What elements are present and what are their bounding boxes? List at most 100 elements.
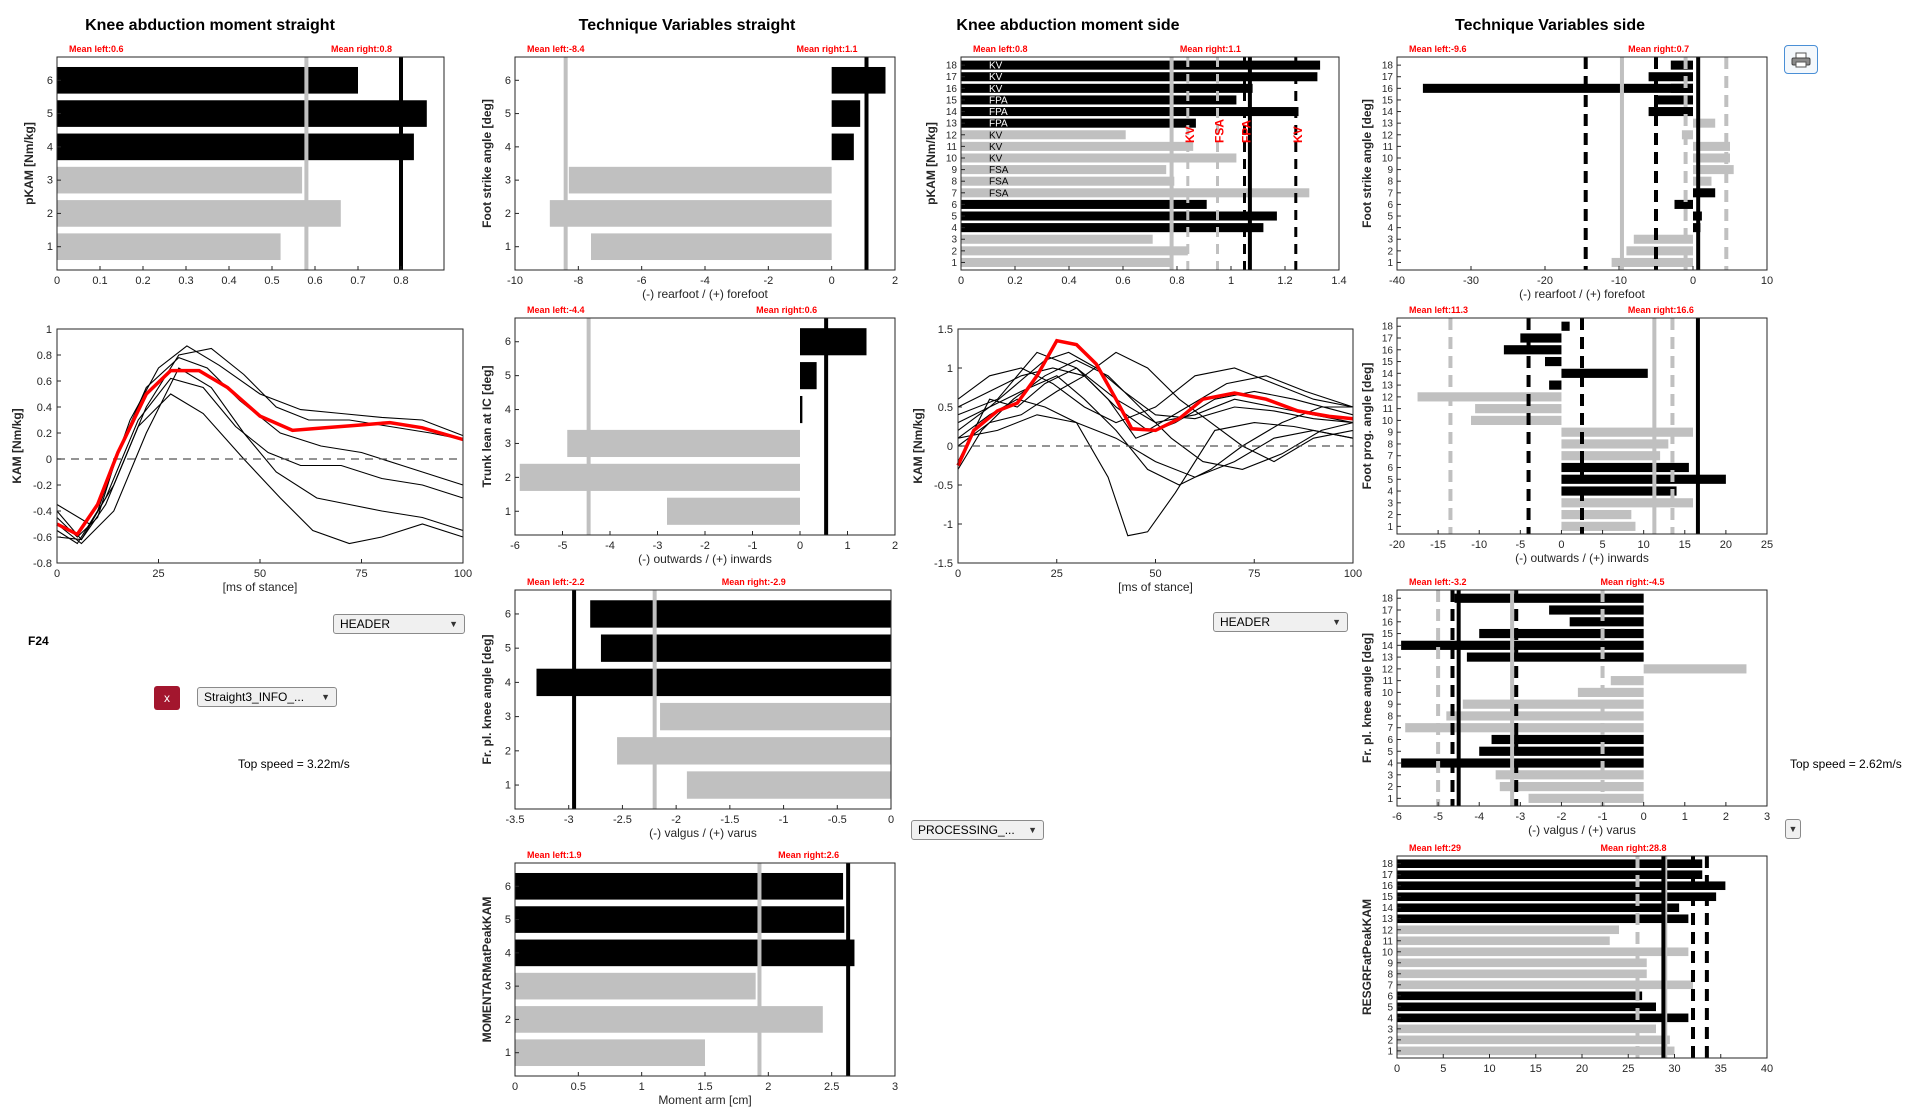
ytick-label-4: 4 bbox=[47, 141, 53, 153]
printer-icon[interactable] bbox=[1784, 45, 1818, 74]
ytick-label-0.5: 0.5 bbox=[938, 402, 953, 414]
xtick-label-1: 1 bbox=[844, 540, 850, 552]
xaxis-title: (-) valgus / (+) varus bbox=[1528, 823, 1636, 837]
bar-7 bbox=[1405, 723, 1644, 733]
bar-5 bbox=[800, 362, 817, 390]
xtick-label-35: 35 bbox=[1715, 1063, 1727, 1075]
xtick-label-0: 0 bbox=[829, 275, 835, 287]
ytick-label-17: 17 bbox=[1382, 870, 1394, 881]
yaxis-title: pKAM [Nm/kg] bbox=[924, 122, 938, 205]
plot-frame bbox=[960, 56, 1340, 271]
xtick-label-1: 1 bbox=[639, 1081, 645, 1093]
yaxis-title: Fr. pl. knee angle [deg] bbox=[480, 634, 494, 764]
mean-label-1: Mean right:28.8 bbox=[1601, 843, 1667, 853]
xtick-label-10: 10 bbox=[1638, 539, 1650, 551]
bar-14 bbox=[1648, 107, 1693, 117]
close-button[interactable]: x bbox=[154, 686, 180, 710]
bar-14 bbox=[961, 107, 1299, 117]
xtick-label--1.5: -1.5 bbox=[720, 814, 739, 826]
ytick-label-6: 6 bbox=[1387, 991, 1393, 1002]
xtick-label--5: -5 bbox=[558, 540, 568, 552]
chart-c1: Mean left:0.6 Mean right:0.8 1 2 3 4 5 6 0 0.1 0.2… bbox=[22, 44, 445, 287]
ytick-label-11: 11 bbox=[947, 142, 958, 153]
bar-7 bbox=[1561, 451, 1661, 461]
ytick-label-3: 3 bbox=[47, 175, 53, 187]
side-dropdown-button[interactable]: ▼ bbox=[1785, 819, 1801, 839]
ytick-label-1: 1 bbox=[505, 780, 511, 792]
bar-3 bbox=[57, 166, 303, 194]
chart-c9: Mean left:-2.2 Mean right:-2.9 1 2 3 4 5 6 -3.5 -… bbox=[480, 577, 894, 840]
bar-12 bbox=[1397, 925, 1619, 935]
bar-1 bbox=[1397, 1046, 1675, 1056]
bar-17 bbox=[1648, 72, 1693, 82]
ytick-label-12: 12 bbox=[1382, 664, 1394, 675]
ytick-label--0.6: -0.6 bbox=[33, 532, 52, 544]
bar-8 bbox=[1561, 439, 1669, 449]
ytick-label-4: 4 bbox=[1387, 223, 1393, 234]
ytick-label-1: 1 bbox=[1387, 258, 1393, 269]
chart-c10: Mean left:-3.2 Mean right:-4.512345678910… bbox=[1360, 577, 1770, 837]
bar-3 bbox=[1495, 770, 1644, 780]
yaxis-title: KAM [Nm/kg] bbox=[10, 408, 24, 483]
xtick-label-50: 50 bbox=[254, 568, 266, 580]
ytick-label-3: 3 bbox=[505, 981, 511, 993]
xtick-label-75: 75 bbox=[355, 568, 367, 580]
xtick-label--4: -4 bbox=[1474, 811, 1484, 823]
ytick-label--0.5: -0.5 bbox=[934, 480, 953, 492]
ytick-label-8: 8 bbox=[1387, 969, 1393, 980]
ytick-label-2: 2 bbox=[951, 246, 957, 257]
ytick-label-10: 10 bbox=[1382, 947, 1394, 958]
ytick-label-1: 1 bbox=[505, 1047, 511, 1059]
ytick-label-5: 5 bbox=[47, 108, 53, 120]
top-speed-right: Top speed = 2.62m/s bbox=[1790, 757, 1902, 771]
xtick-label--4: -4 bbox=[605, 540, 615, 552]
xtick-label-10: 10 bbox=[1761, 275, 1773, 287]
bar-3 bbox=[660, 702, 891, 731]
ytick-label-16: 16 bbox=[1382, 84, 1394, 95]
bar-4 bbox=[57, 133, 414, 161]
bar-4 bbox=[536, 668, 891, 697]
ytick-label-7: 7 bbox=[1387, 980, 1393, 991]
header-select-left[interactable]: HEADER ▼ bbox=[333, 614, 465, 634]
mean-series-line bbox=[956, 338, 1354, 467]
ytick-label-4: 4 bbox=[1387, 487, 1393, 498]
ytick-label-3: 3 bbox=[505, 711, 511, 723]
ytick-label-1: 1 bbox=[1387, 522, 1393, 533]
bar-10 bbox=[1397, 947, 1689, 957]
bar-10 bbox=[1471, 415, 1562, 425]
bar-8 bbox=[1446, 711, 1644, 721]
bar-16 bbox=[961, 83, 1253, 93]
ytick-label-16: 16 bbox=[1382, 617, 1394, 628]
xtick-label-15: 15 bbox=[1679, 539, 1691, 551]
ytick-label-13: 13 bbox=[1382, 914, 1394, 925]
info-select[interactable]: Straight3_INFO_... ▼ bbox=[197, 687, 337, 707]
mean-label-0: Mean left:-4.4 bbox=[527, 305, 585, 315]
ytick-label--1.5: -1.5 bbox=[934, 558, 953, 570]
processing-select[interactable]: PROCESSING_... ▼ bbox=[911, 820, 1044, 840]
bar-11 bbox=[1693, 141, 1730, 151]
bar-label-10: KV bbox=[989, 153, 1003, 164]
ytick-label-13: 13 bbox=[946, 119, 958, 130]
ytick-label-4: 4 bbox=[505, 677, 511, 689]
mean-label-1: Mean right:-2.9 bbox=[722, 577, 786, 587]
xtick-label-50: 50 bbox=[1149, 568, 1161, 580]
xtick-label-0: 0 bbox=[888, 814, 894, 826]
ytick-label-13: 13 bbox=[1382, 381, 1394, 392]
header-select-mid[interactable]: HEADER ▼ bbox=[1213, 612, 1348, 632]
ytick-label-15: 15 bbox=[946, 95, 958, 106]
bar-11 bbox=[961, 141, 1194, 151]
ytick-label-11: 11 bbox=[1383, 404, 1394, 415]
bar-9 bbox=[1693, 165, 1734, 175]
xtick-label-2: 2 bbox=[892, 275, 898, 287]
series-line-4 bbox=[957, 375, 1353, 486]
chart-c6: Mean left:-4.4 Mean right:0.6 1 2 3 4 5 6 -6 -5 -4… bbox=[480, 305, 898, 566]
header-select-mid-value: HEADER bbox=[1220, 615, 1271, 629]
ref-label-1: FSA bbox=[1213, 119, 1227, 143]
ytick-label-5: 5 bbox=[1387, 747, 1393, 758]
xaxis-title: (-) valgus / (+) varus bbox=[649, 826, 757, 840]
xtick-label-0: 0 bbox=[54, 275, 60, 287]
bar-8 bbox=[1693, 176, 1712, 186]
yaxis-title: RESGRFatPeakKAM bbox=[1360, 899, 1374, 1015]
